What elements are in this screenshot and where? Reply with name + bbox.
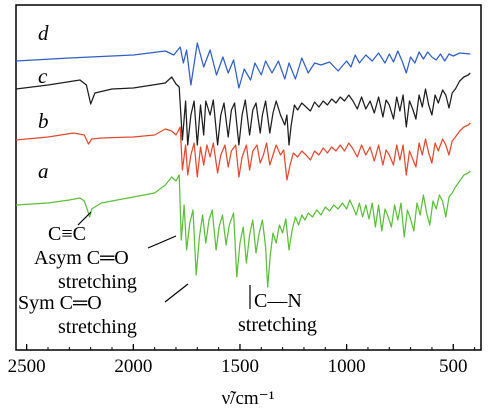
series-group xyxy=(15,42,471,288)
series-c-line xyxy=(15,72,471,146)
series-b-line xyxy=(15,122,471,181)
svg-text:stretching: stretching xyxy=(58,316,137,338)
svg-text:stretching: stretching xyxy=(238,314,317,336)
series-label-b: b xyxy=(38,109,49,133)
svg-text:C—N: C—N xyxy=(254,290,302,312)
annotation-sym-co: Sym C═O stretching xyxy=(18,283,189,338)
x-tick-label-2500: 2500 xyxy=(8,356,46,377)
svg-text:stretching: stretching xyxy=(58,271,137,293)
x-tick-label-1000: 1000 xyxy=(328,356,366,377)
svg-text:Asym C═O: Asym C═O xyxy=(34,247,129,269)
annotation-triple-bond: C≡C xyxy=(48,211,92,245)
series-d-line xyxy=(15,42,471,89)
svg-text:Sym C═O: Sym C═O xyxy=(18,292,102,314)
annotation-cn: C—N stretching xyxy=(238,285,317,336)
series-label-d: d xyxy=(38,21,49,45)
x-tick-label-2000: 2000 xyxy=(114,356,152,377)
svg-text:C≡C: C≡C xyxy=(48,223,86,245)
x-axis-ticks: 2500 2000 1500 1000 500 xyxy=(8,344,476,377)
x-axis-label: ν̃/cm⁻¹ xyxy=(222,388,275,409)
series-label-c: c xyxy=(38,64,48,88)
x-tick-label-500: 500 xyxy=(439,356,468,377)
x-tick-label-1500: 1500 xyxy=(221,356,259,377)
series-label-a: a xyxy=(38,159,49,183)
annotation-asym-co: Asym C═O stretching xyxy=(34,235,177,293)
series-a-line xyxy=(15,170,471,288)
plot-frame xyxy=(15,4,482,351)
